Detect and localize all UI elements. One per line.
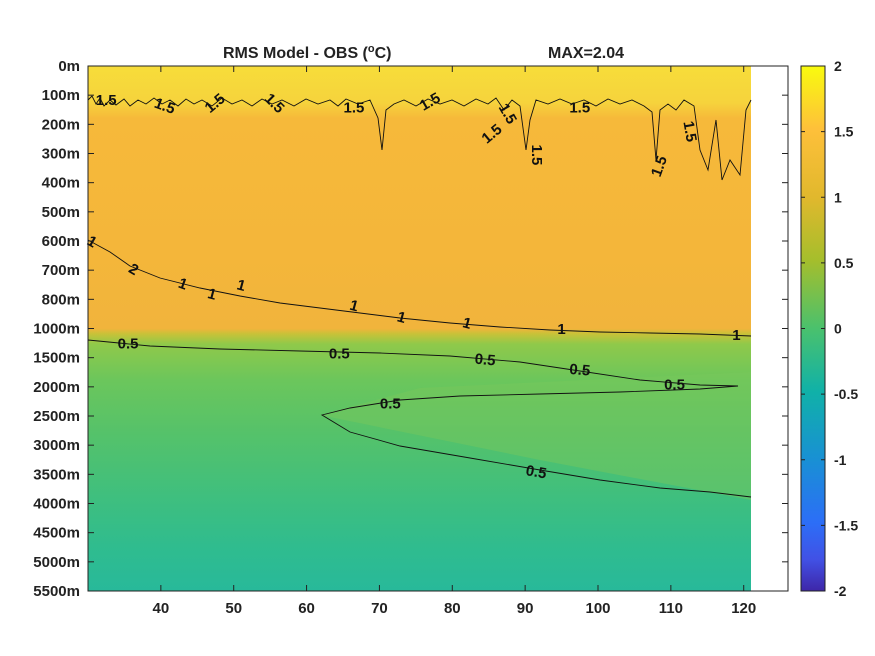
y-tick-label: 600m — [42, 233, 80, 250]
x-tick-label: 70 — [371, 600, 388, 617]
y-tick-label: 2500m — [33, 408, 80, 425]
y-tick-label: 500m — [42, 204, 80, 221]
x-tick-label: 60 — [298, 600, 315, 617]
y-tick-label: 300m — [42, 146, 80, 163]
colorbar-tick-label: -2 — [834, 583, 847, 599]
contour-label: 1.5 — [343, 99, 364, 116]
contour-1.5 — [87, 95, 752, 181]
colorbar-tick-label: -0.5 — [834, 386, 858, 402]
y-tick-label: 0m — [58, 58, 80, 75]
chart-max-label: MAX=2.04 — [548, 45, 624, 62]
contour-label: 0.5 — [664, 376, 685, 393]
y-tick-label: 3000m — [33, 437, 80, 454]
y-tick-label: 3500m — [33, 466, 80, 483]
contour-label: 1.5 — [648, 154, 671, 179]
contour-0.5-upper — [87, 339, 752, 498]
colorbar-tick-label: 0.5 — [834, 255, 854, 271]
x-tick-label: 40 — [153, 600, 170, 617]
contour-label: 1.5 — [528, 145, 545, 166]
plot-area — [87, 65, 789, 592]
colorbar-tick-label: -1 — [834, 452, 847, 468]
y-tick-label: 100m — [42, 87, 80, 104]
y-tick-label: 1000m — [33, 321, 80, 338]
colorbar-tick-label: 0 — [834, 321, 842, 337]
y-tick-label: 800m — [42, 291, 80, 308]
x-tick-label: 50 — [225, 600, 242, 617]
contour-label: 0.5 — [118, 336, 139, 353]
contour-label: 0.5 — [569, 361, 591, 380]
contour-label: 0.5 — [474, 351, 496, 370]
colorbar-tick-label: 1.5 — [834, 124, 854, 140]
warm-tongue-region — [320, 372, 751, 500]
contour-1 — [87, 239, 752, 337]
contour-label: 1.5 — [152, 95, 177, 118]
y-tick-label: 4000m — [33, 496, 80, 513]
x-tick-label: 90 — [517, 600, 534, 617]
y-tick-label: 5500m — [33, 583, 80, 600]
y-tick-label: 1500m — [33, 350, 80, 367]
x-tick-label: 80 — [444, 600, 461, 617]
contour-lines — [87, 95, 752, 498]
colorbar-tick-label: 2 — [834, 58, 842, 74]
colorbar: 2 1.5 1 0.5 0 -0.5 -1 -1.5 -2 — [800, 58, 858, 599]
contour-label: 1.5 — [679, 120, 699, 143]
contour-label: 0.5 — [329, 346, 350, 363]
y-tick-label: 2000m — [33, 379, 80, 396]
x-tick-label: 100 — [585, 600, 610, 617]
y-tick-label: 5000m — [33, 554, 80, 571]
contour-label: 1.5 — [96, 92, 117, 109]
contour-label: 1 — [557, 321, 565, 338]
y-tick-label: 700m — [42, 262, 80, 279]
colorbar-tick-label: 1 — [834, 189, 842, 205]
x-tick-label: 120 — [731, 600, 756, 617]
y-tick-label: 200m — [42, 116, 80, 133]
y-axis: 0m 100m 200m 300m 400m 500m 600m 700m 800m 1000m 1… — [33, 58, 788, 600]
y-tick-label: 400m — [42, 175, 80, 192]
contour-label: 0.5 — [524, 462, 547, 482]
x-tick-label: 110 — [659, 600, 683, 617]
x-axis: 40 50 60 70 80 90 100 110 120 — [153, 66, 756, 617]
contour-label: 0.5 — [380, 395, 401, 412]
contour-label: 1 — [732, 327, 740, 344]
chart-title: RMS Model - OBS (oC) — [223, 43, 392, 62]
contour-label: 1.5 — [569, 99, 590, 116]
y-tick-label: 4500m — [33, 525, 80, 542]
blank-region — [751, 66, 788, 591]
colorbar-ticks: 2 1.5 1 0.5 0 -0.5 -1 -1.5 -2 — [801, 58, 858, 599]
colorbar-tick-label: -1.5 — [834, 517, 858, 533]
heatmap-field — [88, 66, 751, 591]
